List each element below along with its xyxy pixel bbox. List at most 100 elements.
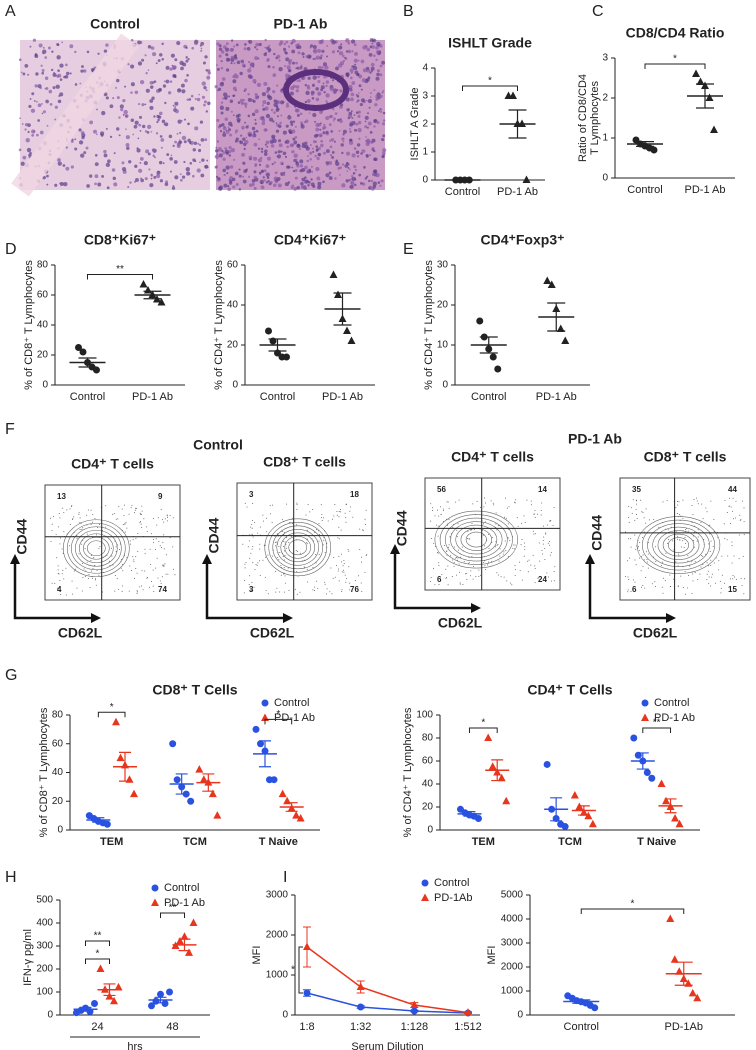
event	[627, 538, 629, 540]
event	[174, 574, 176, 576]
event	[166, 515, 168, 517]
event	[635, 509, 637, 511]
event	[508, 506, 510, 508]
y-tick-label: 0	[282, 1010, 288, 1021]
event	[743, 593, 745, 595]
cell	[355, 122, 359, 126]
cell	[365, 99, 368, 102]
cell	[315, 97, 320, 102]
event	[318, 523, 320, 525]
cell	[266, 86, 271, 91]
cell	[141, 124, 146, 129]
x-tick-label: 1:32	[350, 1021, 371, 1033]
event	[492, 502, 494, 504]
cell	[372, 184, 377, 189]
cell	[222, 151, 226, 155]
event	[721, 574, 723, 576]
event	[708, 582, 710, 584]
chart-title: CD4⁺Foxp3⁺	[480, 232, 564, 248]
flow-x-label: CD62L	[438, 615, 483, 631]
event	[51, 530, 53, 532]
marker	[494, 365, 502, 373]
cell	[233, 158, 236, 161]
event	[683, 546, 685, 548]
event	[653, 518, 655, 520]
event	[471, 556, 473, 558]
event	[362, 529, 364, 531]
event	[713, 562, 715, 564]
cell	[295, 89, 299, 93]
marker	[657, 779, 666, 787]
cell	[248, 39, 253, 44]
event	[430, 520, 432, 522]
event	[337, 570, 339, 572]
series-line	[306, 992, 469, 1014]
cell	[315, 148, 319, 152]
cell	[252, 78, 257, 84]
cell	[232, 86, 237, 91]
event	[86, 533, 88, 535]
cell	[234, 171, 239, 176]
sem-whisker	[178, 938, 191, 952]
cell	[158, 160, 163, 165]
event	[638, 550, 640, 552]
cell	[206, 159, 209, 162]
x-tick-label: TEM	[472, 836, 495, 848]
axis-arrow	[393, 550, 475, 610]
cell	[61, 41, 64, 44]
cell	[289, 91, 294, 96]
event	[157, 517, 159, 519]
cell	[185, 167, 190, 172]
contour	[465, 531, 487, 548]
cell	[216, 153, 219, 156]
event	[251, 581, 253, 583]
marker	[96, 964, 105, 972]
cell	[197, 148, 202, 153]
sem-whisker	[119, 751, 131, 782]
event	[466, 572, 468, 574]
y-tick-label: 0	[427, 825, 433, 836]
cell	[291, 38, 296, 44]
event	[159, 580, 161, 582]
event	[710, 540, 712, 542]
y-axis-label: % of CD4⁺ T Lymphocytes	[423, 260, 435, 390]
event	[348, 550, 350, 552]
cell	[345, 38, 350, 43]
cell	[216, 118, 220, 122]
cell	[273, 52, 276, 56]
cell	[370, 66, 375, 71]
x-tick-label: T Naive	[637, 836, 676, 848]
event	[741, 585, 743, 587]
event	[475, 576, 477, 578]
cell	[229, 179, 233, 183]
event	[251, 519, 253, 521]
cell	[364, 120, 367, 123]
event	[91, 521, 93, 523]
event	[721, 555, 723, 557]
cell	[368, 154, 372, 157]
event	[338, 516, 340, 518]
event	[51, 582, 53, 584]
event	[348, 566, 350, 568]
cell	[283, 42, 286, 46]
cell	[254, 95, 259, 100]
event	[629, 557, 631, 559]
cell	[44, 87, 47, 90]
chart-title: CD8⁺Ki67⁺	[84, 232, 156, 248]
sem-whisker	[154, 996, 167, 1004]
marker	[139, 280, 148, 288]
event	[92, 513, 94, 515]
cell	[150, 174, 153, 177]
cell	[222, 97, 225, 100]
cell	[341, 163, 345, 166]
event	[455, 501, 457, 503]
event	[471, 522, 473, 524]
cell	[357, 110, 361, 114]
cell	[223, 131, 226, 134]
event	[295, 550, 297, 552]
cell	[300, 181, 304, 186]
event	[647, 553, 649, 555]
cell	[63, 182, 68, 187]
event	[299, 591, 301, 593]
cell	[374, 157, 378, 162]
